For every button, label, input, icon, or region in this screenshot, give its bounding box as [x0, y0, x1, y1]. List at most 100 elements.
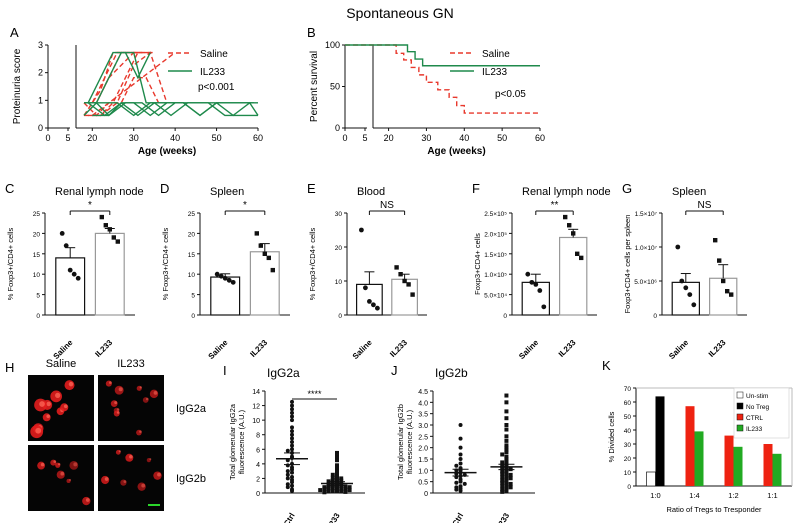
fluorescent-speck [55, 392, 61, 398]
data-point [367, 299, 372, 304]
y-tick-label: 20 [33, 231, 41, 238]
column-title: IL233 [117, 358, 145, 370]
data-point [347, 485, 352, 490]
data-point [394, 265, 399, 270]
data-point [504, 468, 509, 473]
data-point [339, 489, 344, 494]
data-point [335, 470, 339, 475]
fluorescent-speck [109, 381, 112, 384]
panel-title: Renal lymph node [55, 186, 144, 198]
y-tick-label: 2 [256, 476, 260, 483]
x-axis-label: Age (weeks) [138, 146, 196, 157]
data-point [406, 282, 411, 287]
fluorescent-glomerulus [146, 458, 151, 463]
data-point [290, 407, 294, 412]
data-point [335, 458, 339, 463]
panel-J: IgG2b 0 0.5 1.0 1.5 2.0 2.5 3.0 3.5 4.0 4.5 Total g… [396, 366, 535, 523]
y-tick-label: 14 [252, 389, 260, 396]
data-point [675, 244, 681, 250]
data-point [567, 223, 572, 228]
data-point [458, 457, 463, 461]
y-tick-label: 30 [624, 442, 632, 449]
x-tick-label: 1:2 [728, 491, 738, 500]
figure-title: Spontaneous GN [346, 5, 453, 21]
data-point [290, 467, 294, 472]
bar [655, 396, 665, 486]
panel-letter: I [223, 363, 227, 378]
y-tick-label: 0 [338, 313, 342, 320]
data-point [285, 463, 290, 468]
x-tick-label: Saline [207, 338, 230, 361]
legend-label: IL233 [746, 426, 763, 433]
data-point [318, 488, 323, 493]
data-point [679, 278, 685, 284]
series-line [92, 102, 258, 117]
data-point [508, 485, 513, 490]
data-point [458, 479, 463, 484]
data-point [290, 447, 294, 452]
fluorescent-speck [63, 404, 68, 409]
x-tick-label: Ctrl [282, 512, 297, 523]
x-tick-label: IL233 [707, 338, 728, 359]
fluorescent-speck [123, 480, 127, 484]
data-point [67, 267, 73, 273]
x-tick-label: 40 [170, 133, 180, 143]
data-point [290, 488, 294, 493]
data-point [504, 474, 509, 478]
x-tick-label: 1:1 [767, 491, 777, 500]
significance-label: NS [380, 200, 394, 211]
x-tick-label: 50 [212, 133, 222, 143]
series-line [345, 44, 540, 114]
data-point [687, 292, 693, 297]
data-point [290, 429, 294, 434]
y-tick-label: 70 [624, 386, 632, 393]
fluorescent-glomerulus [69, 461, 79, 470]
series-line [87, 51, 151, 104]
y-tick-label: 0 [36, 313, 40, 320]
x-tick-label: 20 [384, 133, 394, 143]
data-point [290, 414, 294, 419]
x-tick-label: Saline [517, 338, 540, 361]
data-point [508, 481, 513, 486]
panel-E: Blood 0 10 20 30 % Foxp3+/CD4+ cells Saline IL2… [308, 186, 427, 361]
series-line [87, 101, 254, 117]
data-point [504, 393, 509, 398]
fluorescent-speck [153, 390, 158, 395]
legend-label: IL233 [200, 67, 225, 78]
column-title: Saline [46, 358, 77, 370]
bar [646, 471, 656, 487]
data-point [285, 448, 290, 453]
data-point [285, 485, 290, 490]
data-point [713, 238, 718, 243]
data-point [458, 461, 463, 466]
panel-title: IgG2a [267, 366, 300, 380]
x-tick-label: 30 [129, 133, 139, 143]
y-tick-label: 2.5 [418, 434, 428, 441]
y-tick-label: 20 [624, 456, 632, 463]
bar [772, 453, 782, 486]
x-tick-label: Ctrl [451, 512, 466, 523]
data-point [326, 486, 331, 491]
legend-label: IL233 [482, 67, 507, 78]
bar [733, 446, 743, 486]
x-tick-label: Saline [351, 338, 374, 361]
y-tick-label: 0 [335, 123, 340, 133]
fluorescent-speck [129, 454, 133, 459]
y-tick-label: 10 [252, 418, 260, 425]
data-point [504, 423, 509, 427]
y-tick-label: 3.5 [418, 412, 428, 419]
panel-title: Spleen [672, 186, 706, 198]
x-tick-label: 0 [45, 133, 50, 143]
data-point [504, 477, 509, 482]
significance-label: ** [551, 200, 559, 211]
data-point [322, 485, 327, 490]
y-axis-label: Proteinuria score [12, 48, 23, 124]
bar [521, 281, 551, 316]
bar [94, 232, 125, 316]
data-point [339, 486, 344, 491]
data-point [290, 432, 294, 437]
x-axis-label: Age (weeks) [427, 146, 485, 157]
y-tick-label: 0 [256, 491, 260, 498]
